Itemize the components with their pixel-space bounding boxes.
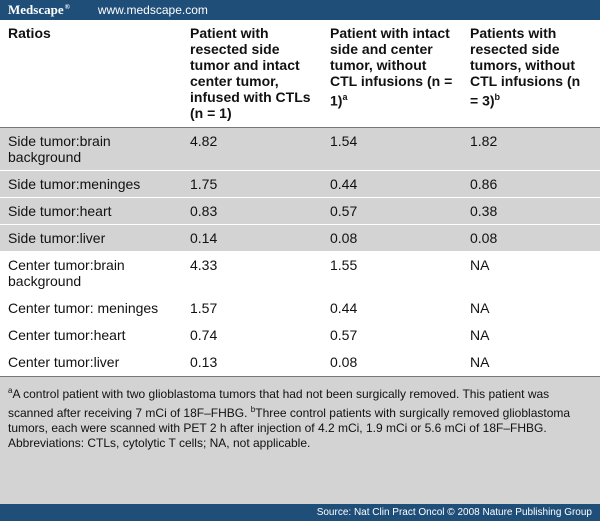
medscape-logo: Medscape® — [8, 2, 70, 17]
table-row: Side tumor:heart 0.83 0.57 0.38 — [0, 197, 600, 225]
value-resected: 0.86 — [470, 176, 498, 192]
value-infused: 0.83 — [190, 203, 218, 219]
value-intact: 0.44 — [330, 176, 358, 192]
source-credit: Source: Nat Clin Pract Oncol © 2008 Natu… — [316, 507, 592, 518]
row-label: Center tumor:heart — [8, 327, 126, 343]
footnote-b-text: Three control patients with surgically r… — [8, 406, 571, 450]
table-row: Side tumor:meninges 1.75 0.44 0.86 — [0, 170, 600, 198]
table-row: Side tumor:brain background 4.82 1.54 1.… — [0, 127, 600, 171]
value-intact: 1.55 — [330, 257, 358, 273]
value-intact: 0.08 — [330, 354, 358, 370]
table-header-row: Ratios Patient with resected side tumor … — [0, 20, 600, 128]
value-infused: 1.57 — [190, 300, 218, 316]
row-label: Center tumor: meninges — [8, 300, 159, 316]
table-footnote: aA control patient with two glioblastoma… — [0, 376, 600, 457]
row-label: Side tumor:liver — [8, 230, 106, 246]
value-infused: 1.75 — [190, 176, 218, 192]
value-resected: NA — [470, 257, 490, 273]
row-label: Center tumor:brain background — [8, 257, 125, 289]
table-row: Center tumor:heart 0.74 0.57 NA — [0, 321, 600, 349]
footnote-a-mark: a — [8, 386, 13, 395]
row-label: Side tumor:heart — [8, 203, 112, 219]
value-infused: 0.14 — [190, 230, 218, 246]
value-resected: NA — [470, 300, 490, 316]
value-resected: 0.08 — [470, 230, 498, 246]
value-infused: 0.13 — [190, 354, 218, 370]
row-label: Side tumor:meninges — [8, 176, 141, 192]
value-intact: 0.44 — [330, 300, 358, 316]
table-row: Center tumor:liver 0.13 0.08 NA — [0, 348, 600, 376]
value-intact: 0.57 — [330, 327, 358, 343]
table-row: Center tumor: meninges 1.57 0.44 NA — [0, 294, 600, 322]
footnote-fill — [0, 457, 600, 504]
footnote-b-mark: b — [250, 405, 256, 414]
header-resected-no-ctl: Patients with resected side tumors, with… — [470, 25, 581, 109]
value-intact: 0.57 — [330, 203, 358, 219]
header-ratios: Ratios — [8, 25, 51, 41]
table-row: Side tumor:liver 0.14 0.08 0.08 — [0, 224, 600, 252]
header-infused-ctls: Patient with resected side tumor and int… — [190, 25, 311, 121]
source-bar: Source: Nat Clin Pract Oncol © 2008 Natu… — [0, 504, 600, 521]
value-intact: 1.54 — [330, 133, 358, 149]
medscape-header: Medscape® www.medscape.com — [0, 0, 600, 20]
row-label: Center tumor:liver — [8, 354, 120, 370]
footnote-a-text: A control patient with two glioblastoma … — [8, 387, 550, 420]
value-infused: 4.82 — [190, 133, 218, 149]
value-infused: 4.33 — [190, 257, 218, 273]
value-resected: 0.38 — [470, 203, 498, 219]
value-infused: 0.74 — [190, 327, 218, 343]
site-url[interactable]: www.medscape.com — [97, 3, 208, 17]
row-label: Side tumor:brain background — [8, 133, 111, 165]
header-intact-no-ctl: Patient with intact side and center tumo… — [330, 25, 453, 109]
value-resected: NA — [470, 354, 490, 370]
value-intact: 0.08 — [330, 230, 358, 246]
value-resected: NA — [470, 327, 490, 343]
value-resected: 1.82 — [470, 133, 498, 149]
ratios-table: Ratios Patient with resected side tumor … — [0, 20, 600, 376]
table-row: Center tumor:brain background 4.33 1.55 … — [0, 251, 600, 295]
